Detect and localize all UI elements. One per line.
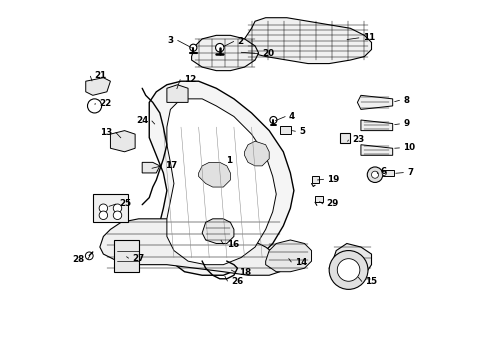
Text: 27: 27 bbox=[132, 254, 144, 263]
Text: 6: 6 bbox=[380, 167, 386, 176]
Text: 16: 16 bbox=[226, 240, 239, 249]
Text: 28: 28 bbox=[72, 255, 84, 264]
Polygon shape bbox=[85, 78, 110, 95]
Bar bbox=[279, 126, 290, 134]
Bar bbox=[314, 196, 322, 202]
Text: 23: 23 bbox=[351, 135, 364, 144]
Text: 5: 5 bbox=[299, 127, 305, 136]
Text: 9: 9 bbox=[403, 120, 408, 129]
Text: 14: 14 bbox=[294, 258, 306, 267]
Polygon shape bbox=[328, 243, 371, 282]
Circle shape bbox=[85, 252, 93, 260]
Text: 2: 2 bbox=[237, 37, 243, 46]
Circle shape bbox=[113, 211, 122, 220]
Bar bbox=[311, 176, 319, 183]
Text: 1: 1 bbox=[225, 156, 231, 165]
Text: 20: 20 bbox=[262, 49, 274, 58]
Text: 3: 3 bbox=[167, 36, 174, 45]
Text: 15: 15 bbox=[365, 277, 377, 286]
Polygon shape bbox=[360, 145, 392, 155]
Circle shape bbox=[381, 171, 386, 175]
Bar bbox=[382, 170, 393, 176]
Text: 10: 10 bbox=[403, 143, 414, 152]
Polygon shape bbox=[149, 81, 293, 275]
Polygon shape bbox=[93, 194, 128, 222]
Polygon shape bbox=[244, 141, 269, 166]
Circle shape bbox=[113, 204, 122, 212]
Text: 18: 18 bbox=[239, 268, 251, 277]
Polygon shape bbox=[265, 240, 311, 272]
Circle shape bbox=[269, 117, 276, 123]
Circle shape bbox=[328, 251, 367, 289]
Polygon shape bbox=[202, 219, 233, 243]
Text: 12: 12 bbox=[183, 75, 196, 84]
Polygon shape bbox=[100, 219, 283, 275]
Polygon shape bbox=[142, 162, 160, 173]
Text: 29: 29 bbox=[326, 199, 338, 208]
Polygon shape bbox=[110, 131, 135, 152]
Text: 8: 8 bbox=[403, 96, 408, 105]
Circle shape bbox=[87, 99, 102, 113]
Circle shape bbox=[99, 204, 107, 212]
Text: 24: 24 bbox=[136, 116, 148, 125]
Circle shape bbox=[189, 44, 197, 51]
Text: 13: 13 bbox=[100, 128, 112, 137]
Polygon shape bbox=[357, 95, 392, 109]
Text: 11: 11 bbox=[362, 33, 374, 42]
Text: 7: 7 bbox=[407, 168, 412, 177]
Circle shape bbox=[371, 171, 378, 178]
Polygon shape bbox=[191, 35, 258, 71]
Polygon shape bbox=[360, 120, 392, 131]
Polygon shape bbox=[244, 18, 371, 64]
Polygon shape bbox=[166, 99, 276, 265]
Circle shape bbox=[337, 259, 359, 281]
Bar bbox=[340, 133, 349, 143]
Polygon shape bbox=[114, 240, 139, 272]
Text: 25: 25 bbox=[120, 199, 131, 208]
Polygon shape bbox=[198, 162, 230, 187]
Polygon shape bbox=[166, 85, 188, 102]
Text: 19: 19 bbox=[327, 175, 339, 184]
Circle shape bbox=[99, 211, 107, 220]
Circle shape bbox=[366, 167, 382, 183]
Circle shape bbox=[215, 44, 224, 52]
Text: 26: 26 bbox=[231, 277, 243, 286]
Text: 4: 4 bbox=[288, 112, 294, 121]
Text: 22: 22 bbox=[99, 99, 111, 108]
Text: 17: 17 bbox=[165, 161, 177, 170]
Text: 21: 21 bbox=[94, 71, 106, 80]
